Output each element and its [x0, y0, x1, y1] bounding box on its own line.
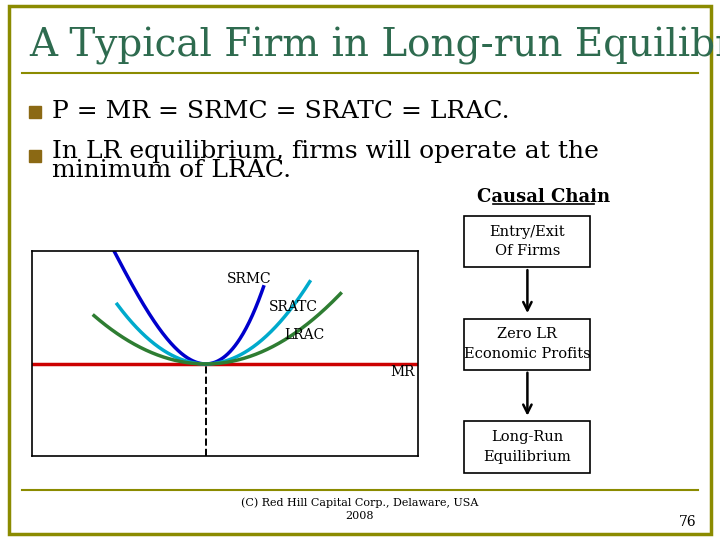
Text: MR: MR	[391, 365, 415, 379]
Text: LRAC: LRAC	[284, 328, 325, 342]
Bar	[464, 216, 590, 267]
Text: Zero LR
Economic Profits: Zero LR Economic Profits	[464, 327, 591, 361]
Text: In LR equilibrium, firms will operate at the: In LR equilibrium, firms will operate at…	[52, 140, 599, 163]
Point	[590, 201, 598, 207]
Point	[489, 201, 498, 207]
Text: 76: 76	[679, 515, 696, 529]
Bar	[464, 421, 590, 472]
Bar	[29, 150, 41, 162]
Bar	[29, 106, 41, 118]
Text: Entry/Exit
Of Firms: Entry/Exit Of Firms	[490, 225, 565, 259]
Text: Causal Chain: Causal Chain	[477, 188, 610, 206]
Text: (C) Red Hill Capital Corp., Delaware, USA
2008: (C) Red Hill Capital Corp., Delaware, US…	[241, 497, 479, 521]
Text: A Typical Firm in Long-run Equilibrium: A Typical Firm in Long-run Equilibrium	[29, 27, 720, 65]
Text: SRMC: SRMC	[227, 272, 271, 286]
Bar	[464, 319, 590, 370]
Text: Long-Run
Equilibrium: Long-Run Equilibrium	[483, 430, 572, 464]
Text: P = MR = SRMC = SRATC = LRAC.: P = MR = SRMC = SRATC = LRAC.	[52, 100, 510, 123]
Text: minimum of LRAC.: minimum of LRAC.	[52, 159, 291, 181]
Text: SRATC: SRATC	[269, 300, 318, 314]
